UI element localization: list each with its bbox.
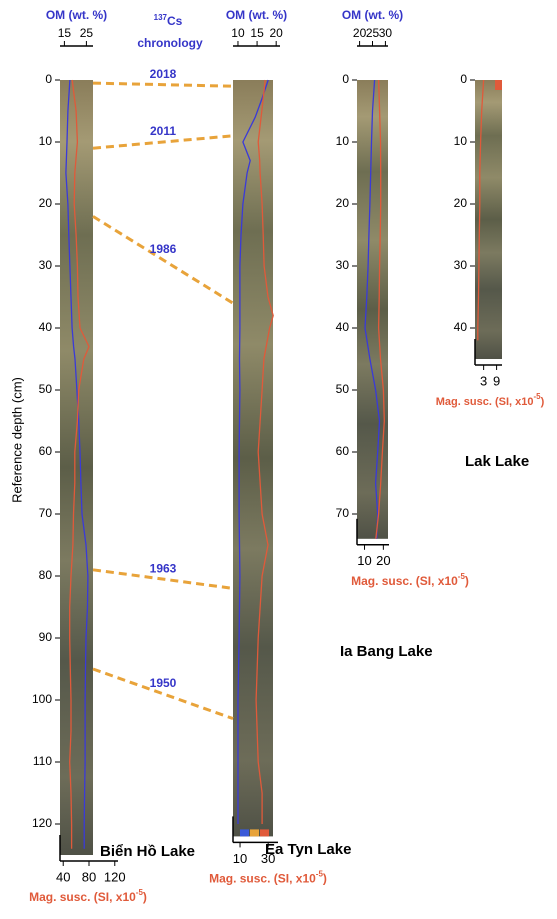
om-tick-label: 15: [250, 26, 264, 40]
om-tick-label: 30: [379, 26, 393, 40]
y-axis-label: Reference depth (cm): [9, 377, 24, 503]
y-tick-label: 10: [336, 134, 350, 148]
om-tick-label: 20: [269, 26, 283, 40]
mag-label-sup: -5: [136, 888, 144, 897]
mag-label-sup: -5: [316, 870, 324, 879]
y-tick-label: 60: [336, 444, 350, 458]
y-tick-label: 30: [39, 258, 53, 272]
isotope: 137: [154, 13, 168, 22]
mag-label-sup: -5: [458, 572, 466, 581]
mag-label-end: ): [323, 872, 327, 886]
data-line: [364, 79, 381, 539]
mag-tick-label: 120: [104, 869, 126, 884]
mag-tick-label: 20: [376, 553, 390, 568]
chronology-word: chronology: [137, 36, 203, 50]
mag-axis-label: Mag. susc. (SI, x10-5): [436, 392, 545, 408]
mag-tick-label: 30: [261, 851, 275, 866]
y-tick-label: 20: [39, 196, 53, 210]
mag-label-text: Mag. susc. (SI, x10: [436, 396, 534, 408]
y-tick-label: 70: [39, 506, 53, 520]
om-axis-label: OM (wt. %): [226, 8, 287, 22]
y-tick-label: 30: [454, 258, 468, 272]
y-tick-label: 0: [460, 72, 467, 86]
y-tick-label: 40: [336, 320, 350, 334]
mag-tick-label: 3: [480, 373, 487, 388]
y-tick-label: 20: [454, 196, 468, 210]
y-tick-label: 50: [336, 382, 350, 396]
y-tick-label: 50: [39, 382, 53, 396]
mag-label-end: ): [465, 574, 469, 588]
mag-tick-label: 40: [56, 869, 70, 884]
y-tick-label: 40: [39, 320, 53, 334]
mag-tick-label: 80: [82, 869, 96, 884]
om-tick-label: 25: [366, 26, 380, 40]
chronology-tie: [92, 215, 234, 305]
om-axis-label: OM (wt. %): [342, 8, 403, 22]
element: Cs: [167, 14, 183, 28]
mag-label-sup: -5: [534, 392, 542, 401]
om-tick-label: 15: [58, 26, 72, 40]
y-tick-label: 10: [454, 134, 468, 148]
data-line: [255, 79, 274, 824]
om-axis-label: OM (wt. %): [46, 8, 107, 22]
y-tick-label: 80: [39, 568, 53, 582]
data-line: [477, 79, 485, 341]
data-line: [237, 79, 269, 824]
y-tick-label: 110: [33, 754, 52, 768]
core-image: [357, 80, 388, 539]
mag-label-end: ): [143, 890, 147, 904]
core-image: [60, 80, 93, 855]
mag-tick-label: 9: [493, 373, 500, 388]
mag-axis-label: Mag. susc. (SI, x10-5): [209, 870, 327, 886]
core-title: Biển Hồ Lake: [100, 843, 195, 860]
y-tick-label: 120: [32, 816, 52, 830]
om-tick-label: 20: [353, 26, 367, 40]
y-tick-label: 30: [336, 258, 350, 272]
y-tick-label: 0: [342, 72, 349, 86]
chronology-tie: [92, 134, 234, 150]
core-strip: [495, 80, 502, 90]
mag-label-text: Mag. susc. (SI, x10: [351, 574, 458, 588]
y-tick-label: 100: [32, 692, 52, 706]
mag-label-text: Mag. susc. (SI, x10: [209, 872, 316, 886]
chronology-year: 2011: [150, 124, 176, 138]
chronology-year: 2018: [150, 67, 177, 81]
mag-tick-label: 10: [233, 851, 247, 866]
chronology-tie: [92, 667, 234, 721]
data-line: [69, 79, 90, 849]
chronology-year: 1963: [150, 561, 177, 575]
core-title: Ea Tyn Lake: [265, 841, 351, 858]
core-title: Lak Lake: [465, 453, 529, 470]
om-tick-label: 10: [231, 26, 245, 40]
y-tick-label: 70: [336, 506, 350, 520]
y-tick-label: 20: [336, 196, 350, 210]
om-tick-label: 25: [80, 26, 94, 40]
chronology-tie: [92, 568, 234, 590]
y-tick-label: 40: [454, 320, 468, 334]
mag-axis-label: Mag. susc. (SI, x10-5): [351, 572, 469, 588]
y-tick-label: 10: [39, 134, 53, 148]
core-strip: [250, 829, 259, 837]
data-line: [65, 79, 89, 849]
core-title: Ia Bang Lake: [340, 643, 433, 660]
data-line: [375, 79, 385, 539]
mag-tick-label: 10: [357, 553, 371, 568]
core-strip: [260, 829, 269, 837]
chronology-year: 1986: [150, 242, 177, 256]
mag-label-end: ): [541, 396, 545, 408]
y-tick-label: 60: [39, 444, 53, 458]
chronology-tie: [92, 81, 234, 88]
chronology-year: 1950: [150, 676, 177, 690]
mag-axis-label: Mag. susc. (SI, x10-5): [29, 888, 147, 904]
y-tick-label: 90: [39, 630, 53, 644]
core-strip: [240, 829, 249, 837]
chronology-header: 137Cs: [154, 13, 183, 28]
y-tick-label: 0: [45, 72, 52, 86]
mag-label-text: Mag. susc. (SI, x10: [29, 890, 136, 904]
